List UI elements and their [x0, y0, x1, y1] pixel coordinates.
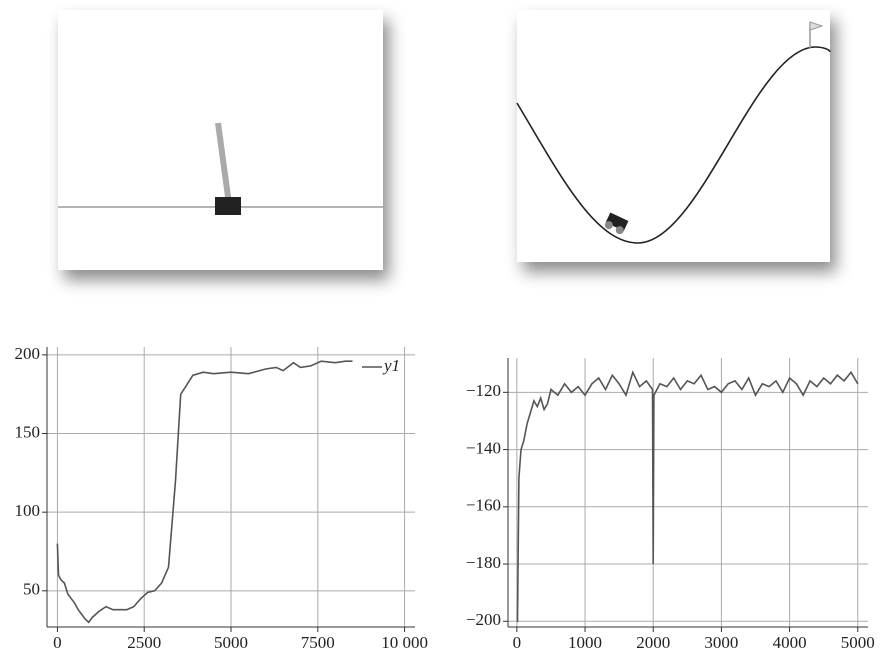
y-tick-label: −180: [466, 553, 501, 572]
y-tick-label: −160: [466, 496, 501, 515]
cart: [215, 197, 241, 215]
data-line: [516, 370, 859, 623]
hill: [516, 46, 831, 244]
x-tick-label: 2500: [127, 633, 161, 652]
x-tick-label: 4000: [773, 633, 807, 652]
chart: 0 2500 5000 7500 10 000 50 100 150 200 y1: [15, 344, 428, 652]
x-tick-label: 5000: [841, 633, 875, 652]
y-tick-label: 100: [15, 501, 41, 520]
x-tick-label: 0: [53, 633, 62, 652]
x-tick-label: 1000: [568, 633, 602, 652]
y-tick-label: −140: [466, 438, 501, 457]
x-tick-label: 7500: [301, 633, 335, 652]
pole: [215, 122, 232, 205]
y-tick-label: −200: [466, 610, 501, 629]
y-tick-label: 150: [15, 422, 41, 441]
x-tick-label: 3000: [704, 633, 738, 652]
y-tick-label: 50: [23, 580, 40, 599]
chart: 0 1000 2000 3000 4000 5000 −120 −140 −160 −180 −20…: [466, 358, 875, 652]
y-tick-label: 200: [15, 344, 41, 363]
x-tick-label: 10 000: [381, 633, 428, 652]
x-tick-label: 2000: [636, 633, 670, 652]
data-line: [56, 360, 353, 624]
x-tick-label: 0: [513, 633, 522, 652]
cartpole-image: [58, 10, 383, 270]
frame: [517, 10, 830, 262]
y-tick-label: −120: [466, 381, 501, 400]
car: [604, 212, 629, 235]
mountain-car-image: [516, 10, 831, 262]
flag: [809, 21, 824, 31]
x-tick-label: 5000: [214, 633, 248, 652]
legend-label: y1: [382, 356, 400, 375]
